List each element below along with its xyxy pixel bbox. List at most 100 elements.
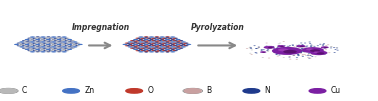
Circle shape (155, 39, 160, 40)
Circle shape (46, 52, 50, 53)
Circle shape (66, 50, 70, 51)
Circle shape (322, 54, 325, 55)
Circle shape (185, 45, 189, 46)
Circle shape (293, 52, 296, 53)
Circle shape (279, 50, 281, 51)
Circle shape (65, 43, 68, 44)
Circle shape (137, 43, 141, 44)
Circle shape (62, 36, 67, 38)
Circle shape (75, 43, 79, 44)
Circle shape (162, 45, 166, 46)
Circle shape (22, 48, 25, 49)
Circle shape (149, 46, 154, 48)
Circle shape (310, 50, 327, 55)
Circle shape (152, 43, 156, 44)
Circle shape (71, 43, 75, 44)
Circle shape (171, 39, 175, 40)
Circle shape (135, 43, 139, 44)
Circle shape (59, 50, 63, 51)
Circle shape (141, 50, 145, 51)
Circle shape (45, 40, 48, 41)
Circle shape (41, 49, 45, 50)
Circle shape (71, 48, 75, 49)
Circle shape (169, 45, 173, 46)
Circle shape (273, 48, 275, 49)
Circle shape (54, 38, 57, 39)
Circle shape (181, 41, 186, 43)
Circle shape (292, 49, 294, 50)
Circle shape (46, 42, 50, 43)
Circle shape (138, 36, 143, 38)
Circle shape (152, 40, 156, 41)
Circle shape (296, 45, 306, 47)
Circle shape (30, 41, 35, 43)
Circle shape (51, 41, 56, 43)
Circle shape (267, 51, 269, 52)
Circle shape (300, 53, 302, 54)
Circle shape (160, 46, 165, 48)
Circle shape (38, 50, 41, 51)
Circle shape (59, 45, 63, 46)
Circle shape (300, 52, 302, 53)
Circle shape (296, 59, 298, 60)
Circle shape (70, 45, 73, 46)
Circle shape (135, 38, 139, 39)
Circle shape (38, 40, 41, 41)
Circle shape (326, 47, 328, 48)
Circle shape (148, 43, 151, 44)
Circle shape (263, 46, 275, 49)
Circle shape (50, 50, 53, 51)
Circle shape (57, 49, 62, 50)
Circle shape (25, 49, 29, 50)
Circle shape (277, 45, 285, 47)
Circle shape (177, 42, 180, 43)
Circle shape (296, 57, 298, 58)
Circle shape (162, 43, 166, 44)
Circle shape (310, 49, 320, 52)
Circle shape (29, 43, 32, 44)
Circle shape (304, 48, 307, 49)
Circle shape (165, 39, 170, 40)
Circle shape (46, 36, 50, 37)
Circle shape (132, 40, 135, 41)
Circle shape (268, 47, 273, 48)
Circle shape (171, 49, 175, 50)
Circle shape (29, 40, 32, 41)
Circle shape (173, 50, 177, 51)
Circle shape (144, 36, 148, 37)
Circle shape (283, 50, 297, 54)
Circle shape (34, 50, 37, 51)
Circle shape (260, 49, 263, 50)
Circle shape (25, 41, 29, 42)
Circle shape (65, 48, 68, 49)
Circle shape (167, 40, 172, 41)
Circle shape (139, 39, 143, 40)
Circle shape (173, 45, 177, 46)
Circle shape (128, 46, 133, 48)
Circle shape (287, 48, 289, 49)
Circle shape (158, 43, 162, 44)
Circle shape (137, 50, 141, 51)
Circle shape (135, 50, 139, 51)
Circle shape (276, 54, 278, 55)
Circle shape (57, 47, 61, 48)
Circle shape (41, 39, 45, 40)
Circle shape (63, 39, 66, 40)
Circle shape (257, 48, 259, 49)
Circle shape (251, 54, 253, 55)
Circle shape (272, 47, 302, 55)
Circle shape (285, 48, 288, 49)
Circle shape (157, 38, 161, 39)
Circle shape (52, 44, 56, 45)
Circle shape (299, 51, 301, 52)
Circle shape (68, 41, 71, 42)
Circle shape (160, 44, 164, 45)
Circle shape (59, 43, 63, 44)
Circle shape (127, 45, 130, 46)
Circle shape (25, 39, 29, 40)
Circle shape (183, 45, 187, 46)
Circle shape (78, 44, 83, 45)
Circle shape (40, 41, 45, 43)
Circle shape (185, 43, 189, 44)
Circle shape (144, 41, 148, 42)
